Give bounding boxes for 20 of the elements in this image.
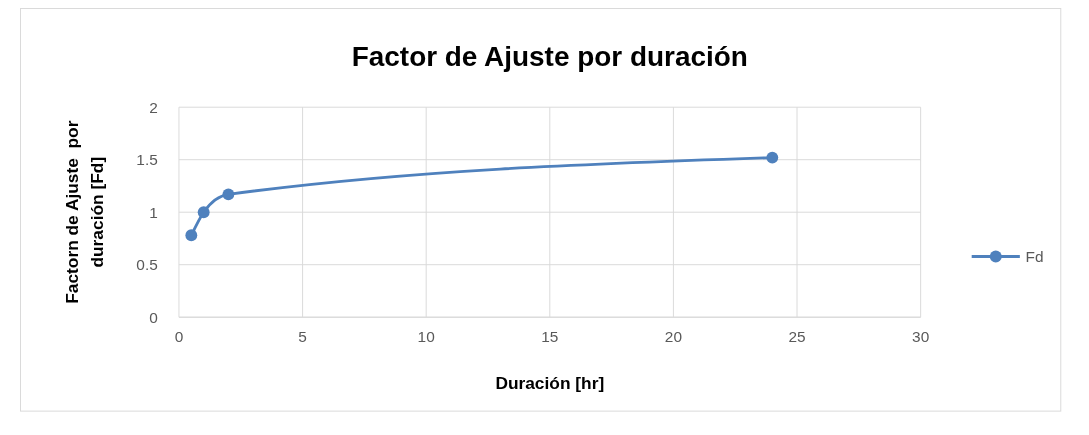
- x-tick-label: 10: [417, 328, 435, 346]
- x-tick-label: 15: [541, 328, 559, 346]
- x-tick-label: 20: [664, 328, 682, 346]
- x-tick-label: 5: [298, 328, 307, 346]
- y-tick-label: 1.5: [136, 151, 158, 169]
- legend-label: Fd: [1025, 248, 1044, 266]
- y-tick-label: 0: [149, 308, 158, 326]
- x-axis-title: Duración [hr]: [495, 373, 605, 394]
- x-tick-label: 25: [788, 328, 806, 346]
- point: [185, 229, 198, 242]
- y-tick-label: 1: [149, 203, 158, 221]
- x-tick-label: 30: [912, 328, 930, 346]
- point: [197, 206, 210, 219]
- y-tick-label: 0.5: [136, 256, 158, 274]
- y-tick-label: 2: [149, 98, 158, 116]
- y-axis-title: Factorn de Ajuste por duración [Fd]: [61, 120, 107, 304]
- x-tick-label: 0: [174, 328, 184, 346]
- chart-title: Factor de Ajuste por duración: [351, 40, 748, 72]
- point: [222, 188, 235, 201]
- point: [766, 151, 779, 164]
